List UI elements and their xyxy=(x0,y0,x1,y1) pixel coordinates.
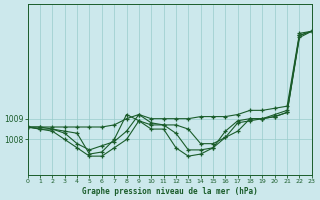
X-axis label: Graphe pression niveau de la mer (hPa): Graphe pression niveau de la mer (hPa) xyxy=(82,187,258,196)
